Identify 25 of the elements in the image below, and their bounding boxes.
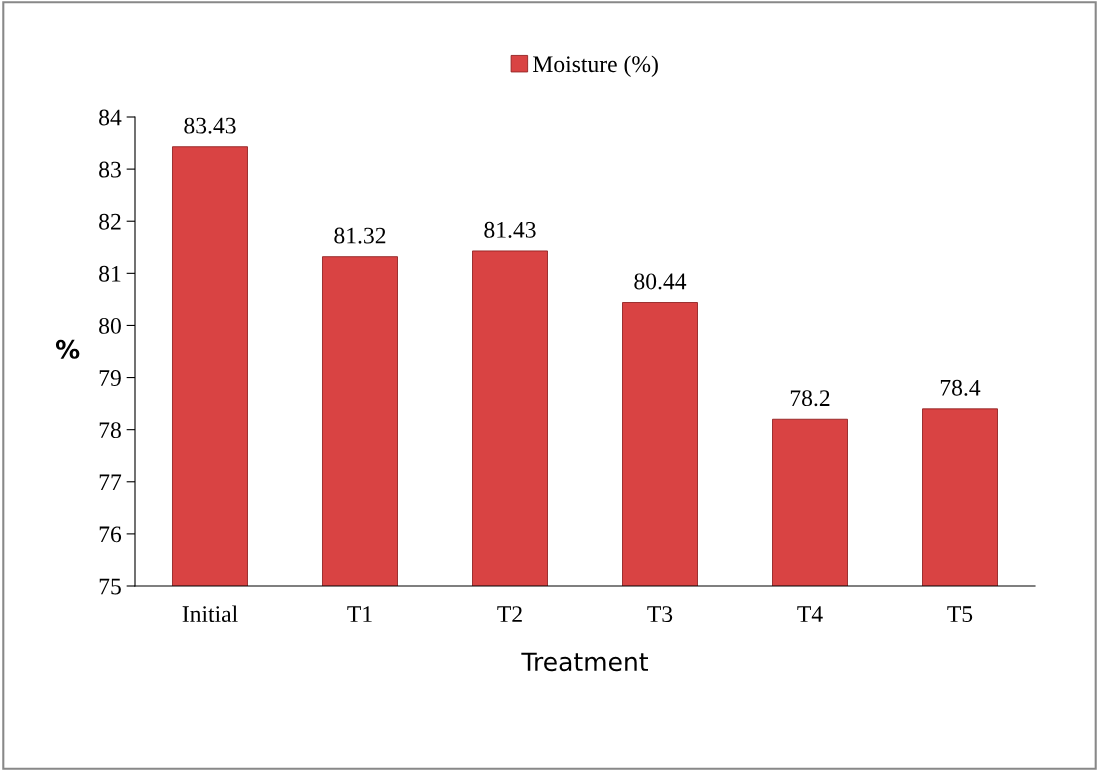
data-label: 81.43: [484, 221, 536, 238]
data-label: 78.2: [790, 390, 830, 407]
y-tick-label: 77: [99, 474, 122, 490]
y-tick-label: 82: [99, 213, 121, 230]
x-tick-label: T3: [647, 606, 673, 623]
y-tick-label: 79: [99, 370, 121, 386]
data-label: 78.4: [940, 379, 981, 396]
y-tick-label: 78: [99, 422, 121, 439]
y-tick-label: 75: [99, 578, 121, 595]
x-tick-label: T1: [347, 606, 372, 622]
x-tick-label: T2: [497, 606, 522, 622]
y-tick-label: 84: [99, 109, 122, 126]
x-tick-label: T5: [947, 606, 973, 623]
x-tick-label: Initial: [182, 605, 238, 623]
x-tick-label: T4: [797, 606, 823, 622]
y-tick-label: 80: [99, 317, 121, 334]
data-label: 80.44: [634, 273, 687, 290]
data-label: 83.43: [184, 117, 236, 134]
legend-label: Moisture (%): [533, 55, 658, 77]
x-axis-title: Treatment: [521, 652, 648, 672]
y-axis-title: %: [55, 339, 80, 359]
data-label: 81.32: [334, 227, 386, 244]
y-tick-label: 76: [99, 526, 122, 543]
y-tick-label: 83: [99, 161, 121, 178]
y-tick-label: 81: [99, 265, 121, 282]
